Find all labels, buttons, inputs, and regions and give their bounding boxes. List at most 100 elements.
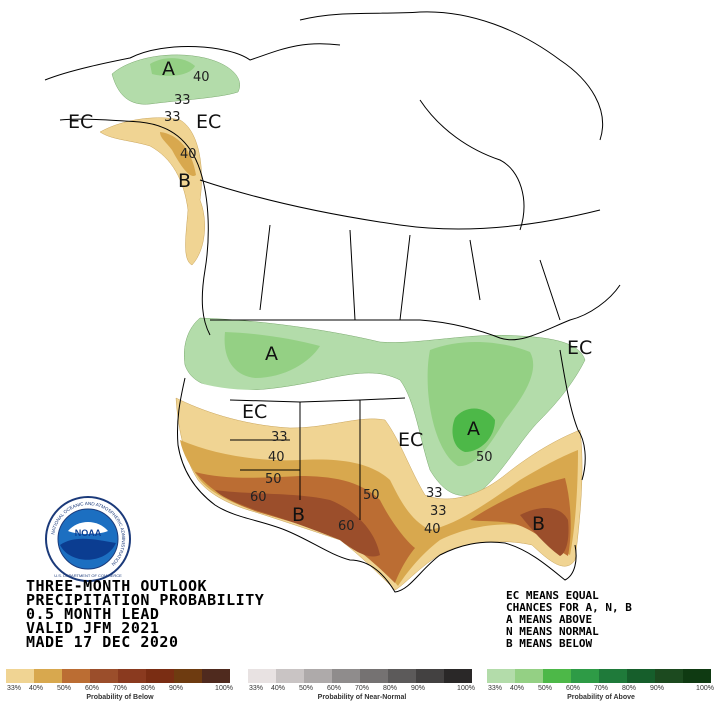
alaska-below-inner: [160, 132, 196, 176]
legend-below-tick: 60%: [84, 685, 100, 692]
region-label: A: [265, 343, 278, 365]
southeast-60-core: [520, 508, 569, 556]
contour-label: 40: [193, 70, 210, 85]
legend-below-swatch: [62, 669, 90, 683]
legend-above-swatch: [599, 669, 627, 683]
region-label: EC: [196, 111, 221, 133]
central-ec-region: [185, 374, 430, 491]
legend-normal-tick: 40%: [270, 685, 286, 692]
legend-normal-swatch: [248, 669, 276, 683]
contour-label: 33: [271, 430, 288, 445]
key-line: A MEANS ABOVE: [506, 613, 593, 626]
legend-above-tick: 50%: [537, 685, 553, 692]
contour-label: 50: [265, 472, 282, 487]
southwest-60-core: [215, 490, 380, 557]
legend-normal-tick: 70%: [354, 685, 370, 692]
legend-above-tick: 40%: [509, 685, 525, 692]
legend-normal-swatch: [304, 669, 332, 683]
alaska-above-inner: [150, 58, 195, 76]
legend-above-tick: 100%: [696, 685, 714, 692]
region-label: EC: [567, 337, 592, 359]
legend-normal-ticks: 33% 40% 50% 60% 70% 80% 90% 100%: [248, 683, 476, 695]
title-line: PRECIPITATION PROBABILITY: [26, 591, 265, 609]
legend-above-tick: 70%: [593, 685, 609, 692]
legend-above-tick: 80%: [621, 685, 637, 692]
legend-above-swatch: [515, 669, 543, 683]
legend-below-swatch: [174, 669, 202, 683]
legend-below-tick: 40%: [28, 685, 44, 692]
legend-below-swatches: [6, 669, 234, 683]
region-label: A: [467, 418, 480, 440]
region-label: EC: [398, 429, 423, 451]
key-line: CHANCES FOR A, N, B: [506, 601, 632, 614]
legend-below-tick: 80%: [140, 685, 156, 692]
region-label: B: [178, 170, 191, 192]
contour-label: 33: [426, 486, 443, 501]
contour-label: 33: [430, 504, 447, 519]
region-label: A: [162, 58, 175, 80]
legend-above-tick: 33%: [487, 685, 503, 692]
legend-normal-tick: 50%: [298, 685, 314, 692]
contour-label: 60: [250, 490, 267, 505]
legend-normal-tick: 100%: [457, 685, 475, 692]
legend-below-tick: 90%: [168, 685, 184, 692]
legend-above-swatch: [655, 669, 683, 683]
legend-normal-caption: Probability of Near-Normal: [317, 694, 407, 701]
legend-below-tick: 70%: [112, 685, 128, 692]
alaska-above-region: [111, 54, 240, 105]
contour-label: 33: [174, 93, 191, 108]
legend-below-swatch: [118, 669, 146, 683]
legend-normal-swatch: [416, 669, 444, 683]
legend-below: 33% 40% 50% 60% 70% 80% 90% 100% Probability of…: [6, 669, 234, 707]
title-line: 0.5 MONTH LEAD: [26, 605, 160, 623]
legend-normal-swatch: [332, 669, 360, 683]
legend-normal-swatch: [360, 669, 388, 683]
legend-normal-swatch: [276, 669, 304, 683]
ohio-above-core: [452, 408, 495, 452]
legend-normal-swatch: [444, 669, 472, 683]
legend-below-tick: 100%: [215, 685, 233, 692]
legend-below-swatch: [90, 669, 118, 683]
legend-above-swatch: [683, 669, 711, 683]
title-line: THREE-MONTH OUTLOOK: [26, 577, 208, 595]
contour-label: 40: [424, 522, 441, 537]
contour-label: 60: [338, 519, 355, 534]
legend-below-swatch: [202, 669, 230, 683]
contour-label: 40: [180, 147, 197, 162]
outlook-title-block: THREE-MONTH OUTLOOK PRECIPITATION PROBAB…: [26, 577, 265, 651]
legend-below-tick: 50%: [56, 685, 72, 692]
noaa-logo: NOAA NATIONAL OCEANIC AND ATMOSPHERIC AD…: [45, 496, 131, 582]
key-line: B MEANS BELOW: [506, 637, 593, 650]
legend-above-swatch: [487, 669, 515, 683]
legend-normal-tick: 33%: [248, 685, 264, 692]
legend-below-swatch: [34, 669, 62, 683]
contour-label: 40: [268, 450, 285, 465]
legend-above-tick: 90%: [649, 685, 665, 692]
legend-above-ticks: 33% 40% 50% 60% 70% 80% 90% 100%: [487, 683, 715, 695]
noaa-bottom-text: U.S. DEPARTMENT OF COMMERCE: [54, 573, 122, 578]
legend-below-swatch: [146, 669, 174, 683]
title-line: MADE 17 DEC 2020: [26, 633, 179, 651]
legend-normal: 33% 40% 50% 60% 70% 80% 90% 100% Probability of…: [248, 669, 476, 707]
legend-normal-swatch: [388, 669, 416, 683]
key-line: N MEANS NORMAL: [506, 625, 599, 638]
region-label: B: [292, 504, 305, 526]
legend-normal-tick: 90%: [410, 685, 426, 692]
legend-below-tick: 33%: [6, 685, 22, 692]
legend-above-caption: Probability of Above: [567, 694, 635, 701]
contour-label: 33: [164, 110, 181, 125]
legend-above-swatch: [571, 669, 599, 683]
noaa-logo-text: NOAA: [75, 528, 102, 538]
legend-below-ticks: 33% 40% 50% 60% 70% 80% 90% 100%: [6, 683, 234, 695]
legend-normal-tick: 60%: [326, 685, 342, 692]
key-line: EC MEANS EQUAL: [506, 589, 599, 602]
category-key: EC MEANS EQUAL CHANCES FOR A, N, B A MEA…: [506, 590, 632, 650]
precipitation-outlook-map: 40 33 33 40 33 40 50 60 60 50 33 33 40 5…: [44, 11, 621, 593]
region-label: EC: [68, 111, 93, 133]
legend-above: 33% 40% 50% 60% 70% 80% 90% 100% Probability of…: [487, 669, 715, 707]
region-label: B: [532, 513, 545, 535]
region-label: EC: [242, 401, 267, 423]
legend-below-swatch: [6, 669, 34, 683]
map-boundaries: [44, 11, 621, 593]
legend-normal-swatches: [248, 669, 476, 683]
